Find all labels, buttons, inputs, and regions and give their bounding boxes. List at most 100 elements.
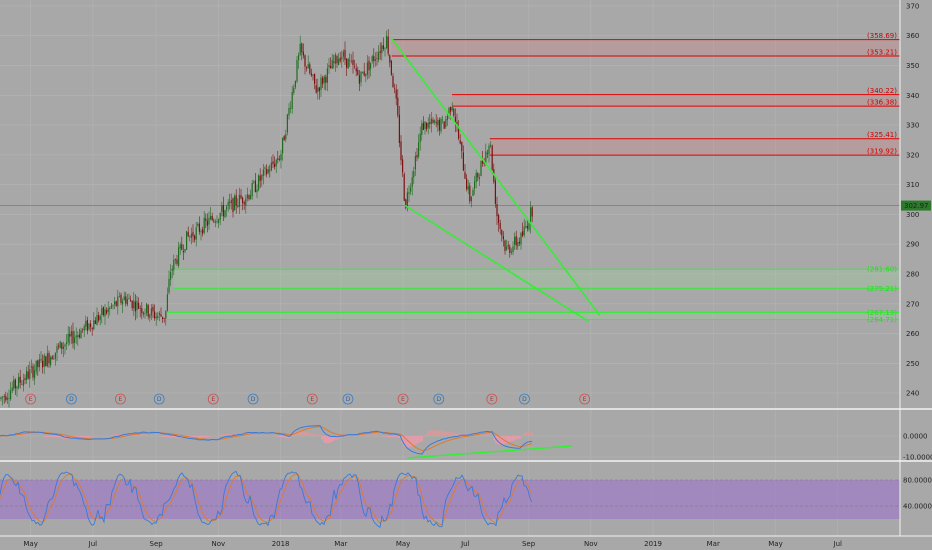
candle-body [314,73,316,84]
candle-body [232,198,234,212]
candle-body [264,167,266,169]
candle-body [400,141,402,161]
macd-histogram-bar [317,434,319,436]
macd-histogram-bar [59,436,61,438]
candle-body [379,50,381,53]
macd-histogram-bar [175,436,177,438]
candle-body [125,296,127,304]
macd-histogram-bar [485,433,487,436]
earnings-marker [115,393,126,405]
price-tick-label: 290 [906,241,919,249]
candle-body [88,323,90,330]
time-tick-label: 2019 [644,540,662,548]
candle-body [163,318,165,319]
candle-body [136,301,138,311]
candle-body [274,163,276,167]
candle-body [298,54,300,60]
candle-body [490,144,492,146]
macd-tick-label: -10.0000 [903,454,932,462]
candle-body [419,133,421,143]
dividend-marker [66,393,77,405]
macd-histogram-bar [451,432,453,436]
candlesticks [0,29,533,408]
resistance-zone [489,138,900,156]
macd-histogram-bar [261,435,263,436]
macd-histogram-bar [203,436,205,438]
time-tick-label: Sep [522,540,536,548]
candle-body [104,309,106,317]
candle-body [42,360,44,368]
macd-histogram-bar [219,434,221,436]
macd-histogram-bar [505,436,507,444]
macd-histogram-bar [363,434,365,436]
candle-body [480,161,482,177]
macd-histogram-bar [427,431,429,436]
candle-body [24,378,26,380]
macd-trendline [407,445,573,459]
candle-body [205,218,207,221]
candle-body [178,247,180,266]
macd-histogram-bar [383,436,385,438]
macd-histogram-bar [389,436,391,438]
candle-body [459,140,461,144]
candle-body [117,296,119,307]
macd-histogram-bar [443,431,445,436]
candle-body [123,296,125,301]
candle-body [373,56,375,62]
candle-body [411,177,413,188]
candle-body [133,300,135,309]
candle-body [168,278,170,293]
macd-histogram-bar [483,433,485,436]
macd-histogram-bar [355,435,357,436]
candle-body [474,181,476,189]
candle-body [218,219,220,223]
macd-histogram-bar [439,430,441,436]
candle-body [405,199,407,208]
candle-body [389,55,391,63]
candle-body [229,201,231,203]
time-tick-label: Jul [833,540,843,548]
macd-histogram-bar [403,436,405,447]
candle-body [146,303,148,313]
event-marker-label: E [29,396,33,403]
candle-body [387,36,389,54]
macd-histogram-bar [327,436,329,443]
candle-body [48,353,50,364]
candle-body [19,376,21,383]
macd-histogram-bar [113,434,115,436]
candle-body [339,57,341,62]
macd-histogram-bar [135,434,137,436]
candle-body [520,232,522,245]
macd-histogram-bar [53,436,55,438]
candle-body [128,297,130,299]
candle-body [214,221,216,223]
candle-body [328,65,330,68]
candle-body [86,319,88,331]
candle-body [317,87,319,92]
support-label: (281.60) [867,266,897,274]
candle-body [13,379,15,389]
candle-body [517,241,519,247]
macd-histogram-bar [185,436,187,439]
candle-body [46,353,48,367]
stoch-k-line [0,470,533,529]
macd-histogram-bar [437,430,439,436]
candle-body [366,62,368,75]
macd-histogram-bar [419,436,421,443]
candle-body [37,360,39,368]
macd-histogram-bar [61,436,63,439]
candle-body [35,360,37,372]
resistance-label: (353.21) [867,48,897,56]
candle-body [85,321,87,327]
candle-body [131,301,133,309]
event-marker-label: E [211,396,215,403]
macd-histogram-bar [497,436,499,445]
price-tick-label: 270 [906,300,919,308]
event-marker-label: D [251,396,256,403]
candle-body [462,152,464,171]
candle-body [142,312,144,315]
candle-body [448,107,450,116]
macd-histogram-bar [529,432,531,436]
